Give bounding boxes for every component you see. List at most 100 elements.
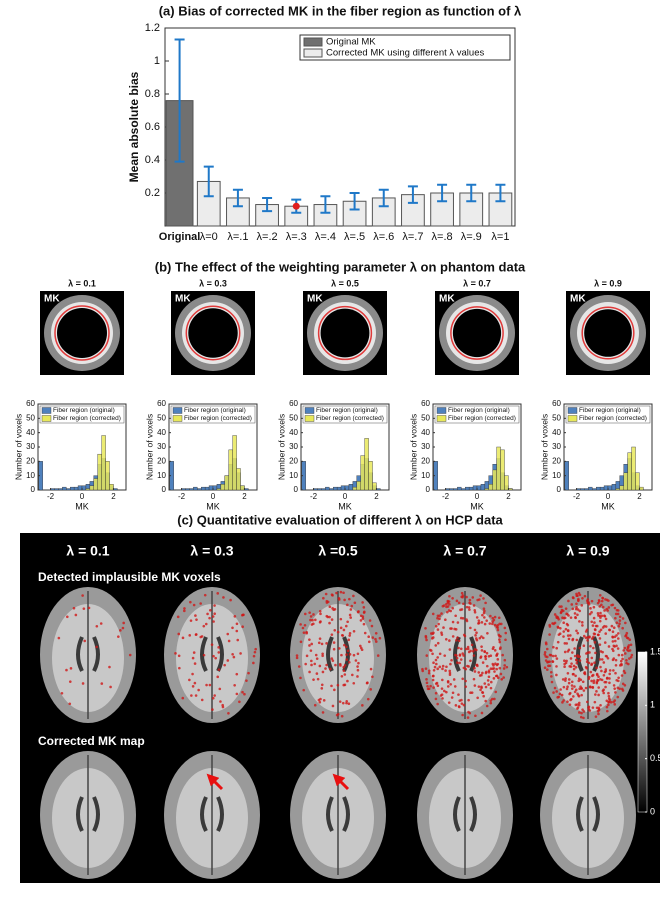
implausible-voxel <box>552 622 555 626</box>
implausible-voxel <box>178 666 181 670</box>
implausible-voxel <box>193 662 197 665</box>
y-tick-label: 0 <box>557 485 562 494</box>
implausible-voxel <box>608 628 612 632</box>
histogram-bar <box>496 446 501 491</box>
highlight-marker <box>292 202 300 210</box>
x-tick-label: 0 <box>211 492 216 501</box>
implausible-voxel <box>489 654 493 658</box>
implausible-voxel <box>454 628 458 631</box>
implausible-voxel <box>305 654 309 658</box>
implausible-voxel <box>597 686 600 689</box>
implausible-voxel <box>83 639 87 643</box>
implausible-voxel <box>600 614 604 618</box>
implausible-voxel <box>464 647 468 651</box>
implausible-voxel <box>477 619 481 622</box>
implausible-voxel <box>218 687 222 691</box>
implausible-voxel <box>481 661 485 664</box>
implausible-voxel <box>342 591 345 595</box>
implausible-voxel <box>621 626 624 630</box>
implausible-voxel <box>432 686 435 689</box>
implausible-voxel <box>548 633 551 636</box>
phantom-core <box>188 308 238 358</box>
histogram-bar <box>611 484 617 491</box>
implausible-voxel <box>433 665 437 669</box>
implausible-voxel <box>461 594 465 597</box>
implausible-voxel <box>348 597 351 601</box>
implausible-voxel <box>321 711 325 714</box>
histogram-bar <box>50 488 55 491</box>
x-tick-label: 0 <box>475 492 480 501</box>
implausible-voxel <box>558 692 562 696</box>
implausible-voxel <box>582 644 586 648</box>
plot-area <box>164 27 516 227</box>
implausible-voxel <box>367 640 371 644</box>
implausible-voxel <box>601 596 605 600</box>
implausible-voxel <box>317 641 321 645</box>
implausible-voxel <box>461 677 465 681</box>
implausible-voxel <box>576 655 580 658</box>
colorbar <box>637 651 648 813</box>
implausible-voxel <box>496 676 500 680</box>
implausible-voxel <box>177 632 181 636</box>
implausible-voxel <box>578 620 581 623</box>
implausible-voxel <box>577 694 581 698</box>
implausible-voxel <box>472 604 476 607</box>
implausible-voxel <box>628 638 632 641</box>
implausible-voxel <box>352 594 355 598</box>
implausible-voxel <box>614 616 617 620</box>
implausible-voxel <box>315 672 319 675</box>
implausible-voxel <box>561 701 564 704</box>
implausible-voxel <box>325 663 328 667</box>
implausible-voxel <box>599 678 602 681</box>
implausible-voxel <box>608 669 612 672</box>
implausible-voxel <box>469 649 472 653</box>
y-tick-label: 20 <box>289 456 298 465</box>
implausible-voxel <box>500 678 504 681</box>
histogram-bar <box>635 472 640 491</box>
x-axis-label: MK <box>75 501 89 511</box>
implausible-voxel <box>460 591 464 595</box>
implausible-voxel <box>445 690 448 694</box>
implausible-voxel <box>432 674 435 678</box>
y-tick-label: 60 <box>421 399 430 408</box>
implausible-voxel <box>496 628 500 632</box>
implausible-voxel <box>188 634 192 637</box>
implausible-voxel <box>357 661 360 665</box>
implausible-voxel <box>441 678 444 682</box>
implausible-voxel <box>589 644 592 648</box>
implausible-voxel <box>595 672 599 676</box>
implausible-voxel <box>577 701 581 705</box>
x-tick-label: 2 <box>242 492 247 501</box>
implausible-voxel <box>568 692 571 696</box>
implausible-voxel <box>177 654 181 658</box>
implausible-voxel <box>348 634 351 637</box>
implausible-voxel <box>427 687 431 691</box>
implausible-voxel <box>499 646 502 649</box>
implausible-voxel <box>552 691 555 694</box>
implausible-voxel <box>451 635 455 638</box>
implausible-voxel <box>486 679 490 682</box>
implausible-voxel <box>604 668 608 671</box>
implausible-voxel <box>318 664 322 668</box>
implausible-voxel <box>581 624 584 627</box>
implausible-voxel <box>212 620 215 623</box>
y-tick-label: 50 <box>421 413 430 422</box>
implausible-voxel <box>460 608 464 611</box>
brain-ventricles <box>200 636 224 672</box>
implausible-voxel <box>465 605 469 609</box>
implausible-voxel <box>614 691 617 694</box>
implausible-voxel <box>587 602 591 606</box>
implausible-voxel <box>451 620 455 624</box>
colorbar-tick-label: 0.5 <box>650 753 663 763</box>
image-title: λ = 0.9 <box>594 278 622 288</box>
implausible-voxel <box>604 632 608 635</box>
phantom-core <box>320 308 370 358</box>
implausible-voxel <box>440 612 443 615</box>
implausible-voxel <box>590 663 593 667</box>
x-tick-label: λ=1 <box>491 231 509 243</box>
implausible-voxel <box>359 619 363 622</box>
y-tick-label: 0.6 <box>145 121 160 133</box>
legend-swatch <box>172 415 183 422</box>
implausible-voxel <box>580 621 584 624</box>
implausible-voxel <box>480 635 483 638</box>
